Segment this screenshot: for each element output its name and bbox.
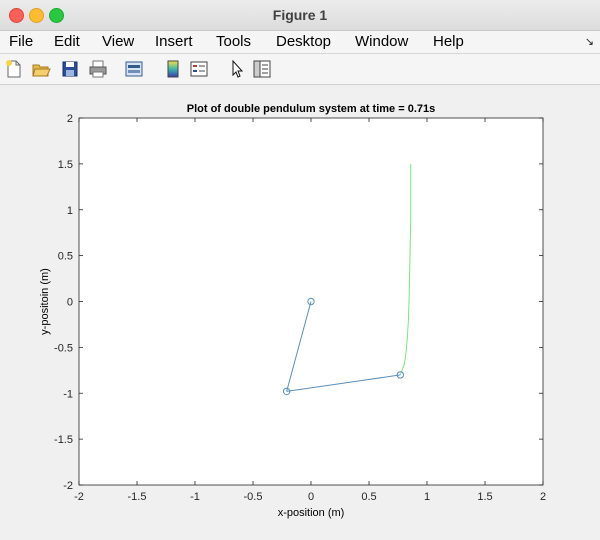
mass2-trace-line — [399, 163, 412, 376]
chart-title: Plot of double pendulum system at time =… — [187, 103, 435, 115]
x-tick-label: -1 — [190, 491, 200, 503]
x-tick-label: 1.5 — [477, 491, 492, 503]
edit-plot-pointer-icon[interactable] — [227, 59, 247, 79]
x-tick-label: -1.5 — [128, 491, 147, 503]
menu-view[interactable]: View — [102, 33, 135, 50]
window-title: Figure 1 — [272, 7, 328, 23]
insert-colorbar-icon[interactable] — [163, 59, 183, 79]
insert-legend-icon[interactable] — [189, 59, 209, 79]
menu-desktop[interactable]: Desktop — [276, 33, 332, 50]
menu-tools[interactable]: Tools — [216, 33, 252, 50]
y-axis-label: y-positoin (m) — [39, 268, 51, 335]
menu-help[interactable]: Help — [433, 33, 464, 50]
save-icon[interactable] — [60, 59, 80, 79]
menu-file[interactable]: File — [9, 33, 34, 50]
new-figure-icon[interactable] — [4, 59, 24, 79]
pendulum-rod-1 — [286, 301, 312, 392]
menu-window[interactable]: Window — [355, 33, 409, 50]
y-tick-label: 0.5 — [58, 251, 73, 263]
y-tick-label: -1.5 — [54, 434, 73, 446]
mass-2-point — [396, 371, 405, 379]
pendulum-plot[interactable]: -2 -1.5 -1 -0.5 0 0.5 1 1.5 2 -2 -1.5 -1 -0.5 0 0.5 1 1.… — [0, 85, 600, 535]
pendulum-rod-2 — [286, 374, 401, 392]
figure-toolbar — [0, 54, 600, 85]
figure-canvas: -2 -1.5 -1 -0.5 0 0.5 1 1.5 2 -2 -1.5 -1 -0.5 0 0.5 1 1.… — [0, 85, 600, 535]
print-icon[interactable] — [88, 59, 108, 79]
dock-figure-icon[interactable]: ↘ — [584, 36, 594, 48]
menu-insert[interactable]: Insert — [155, 33, 193, 50]
y-tick-label: 1 — [67, 205, 73, 217]
menu-edit[interactable]: Edit — [54, 33, 80, 50]
mass-1-point — [282, 387, 291, 396]
x-tick-label: 1 — [424, 491, 430, 503]
y-tick-label: 0 — [67, 297, 73, 309]
x-axis-label: x-position (m) — [278, 507, 345, 519]
pivot-point — [307, 297, 315, 306]
menu-bar: File Edit View Insert Tools Desktop Wind… — [0, 31, 600, 54]
y-tick-label: -2 — [63, 480, 73, 492]
print-preview-icon[interactable] — [124, 59, 144, 79]
x-tick-label: 0.5 — [361, 491, 376, 503]
close-window-button[interactable] — [9, 8, 24, 23]
maximize-window-button[interactable] — [49, 8, 64, 23]
x-tick-label: 0 — [308, 491, 314, 503]
minimize-window-button[interactable] — [29, 8, 44, 23]
y-tick-label: 2 — [67, 113, 73, 125]
x-tick-label: -0.5 — [244, 491, 263, 503]
y-tick-label: -0.5 — [54, 342, 73, 354]
x-tick-label: 2 — [540, 491, 546, 503]
open-file-icon[interactable] — [31, 59, 51, 79]
window-titlebar: Figure 1 — [0, 0, 600, 31]
y-tick-label: -1 — [63, 388, 73, 400]
property-inspector-icon[interactable] — [252, 59, 272, 79]
x-tick-label: -2 — [74, 491, 84, 503]
y-tick-label: 1.5 — [58, 159, 73, 171]
